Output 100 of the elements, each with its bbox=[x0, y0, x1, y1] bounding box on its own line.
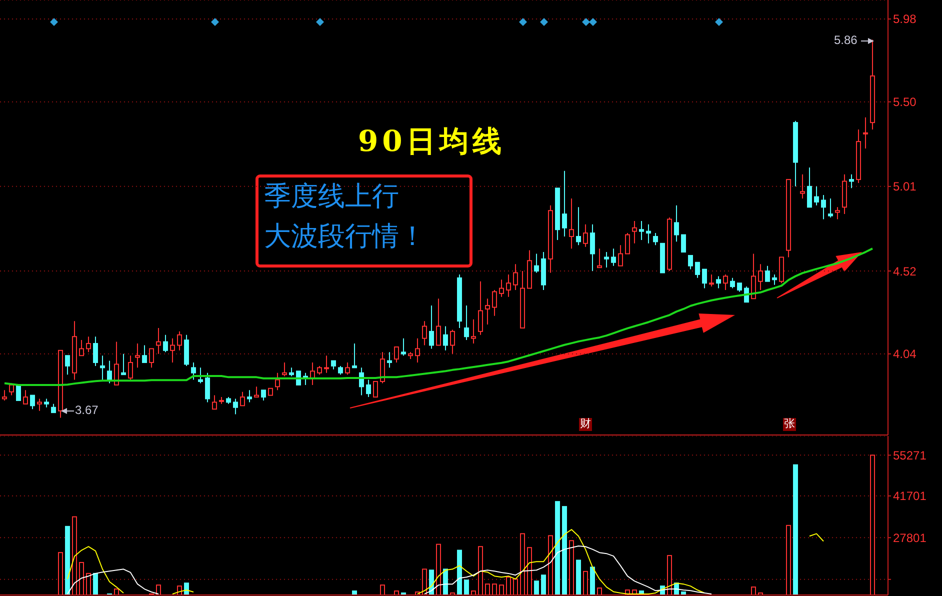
candlestick bbox=[310, 362, 315, 386]
candlestick bbox=[814, 186, 819, 206]
candlestick bbox=[492, 290, 497, 316]
candlestick bbox=[807, 166, 812, 208]
candlestick bbox=[478, 280, 483, 336]
candlestick bbox=[135, 343, 140, 368]
candlestick bbox=[191, 362, 196, 380]
candlestick bbox=[149, 348, 154, 368]
candlestick bbox=[121, 353, 126, 376]
candlestick bbox=[247, 390, 252, 403]
candlestick bbox=[86, 336, 91, 353]
candlestick bbox=[23, 390, 28, 404]
candlestick bbox=[373, 380, 378, 398]
candlestick bbox=[387, 352, 392, 368]
candlestick bbox=[198, 367, 203, 384]
candlestick bbox=[723, 274, 728, 290]
candlestick bbox=[422, 320, 427, 346]
y-tick-label: 27801 bbox=[893, 530, 927, 545]
candlestick bbox=[709, 274, 714, 288]
candlestick bbox=[345, 362, 350, 376]
candlestick bbox=[751, 253, 756, 300]
y-tick-label: 41701 bbox=[893, 489, 927, 504]
candlestick bbox=[233, 398, 238, 415]
candlestick bbox=[142, 344, 147, 363]
candlestick bbox=[716, 276, 721, 289]
candlestick bbox=[282, 362, 287, 377]
candlestick bbox=[506, 274, 511, 298]
candlestick bbox=[471, 318, 476, 344]
candlestick bbox=[30, 394, 35, 410]
annotation: 大波段行情！ bbox=[264, 220, 426, 252]
candlestick bbox=[212, 394, 217, 410]
candlestick bbox=[100, 355, 105, 380]
candlestick bbox=[681, 234, 686, 253]
annotation: 张 bbox=[783, 418, 796, 432]
candlestick bbox=[828, 198, 833, 218]
candlestick bbox=[758, 264, 763, 290]
candlestick bbox=[688, 254, 693, 270]
candlestick bbox=[702, 268, 707, 289]
candlestick bbox=[597, 248, 602, 268]
candlestick bbox=[653, 232, 658, 246]
candlestick bbox=[380, 352, 385, 384]
candlestick bbox=[450, 329, 455, 354]
candlestick bbox=[464, 305, 469, 341]
candlestick bbox=[429, 305, 434, 350]
candlestick bbox=[485, 298, 490, 326]
candlestick bbox=[765, 265, 770, 282]
candlestick bbox=[93, 336, 98, 366]
candlestick bbox=[261, 390, 266, 401]
candlestick bbox=[849, 174, 854, 189]
candlestick bbox=[611, 248, 616, 266]
annotation: 5.86 bbox=[834, 33, 858, 48]
candlestick bbox=[562, 170, 567, 237]
candlestick bbox=[513, 264, 518, 290]
candlestick bbox=[324, 355, 329, 374]
y-tick-label: 55271 bbox=[893, 448, 927, 462]
candlestick bbox=[275, 372, 280, 391]
candlestick bbox=[401, 338, 406, 356]
candlestick bbox=[65, 355, 70, 376]
candlestick bbox=[604, 252, 609, 268]
y-tick-label: 5.50 bbox=[893, 95, 917, 110]
candlestick bbox=[646, 224, 651, 244]
candlestick bbox=[569, 198, 574, 250]
y-tick-label: 5.98 bbox=[893, 12, 917, 26]
candlestick bbox=[695, 262, 700, 278]
candlestick bbox=[674, 204, 679, 242]
annotation: 财 bbox=[579, 418, 592, 432]
annotation: 90日均线 bbox=[358, 124, 506, 159]
candlestick bbox=[800, 174, 805, 200]
candlestick bbox=[576, 206, 581, 246]
candlestick bbox=[863, 116, 868, 149]
candlestick bbox=[163, 334, 168, 353]
y-tick-label: 5.01 bbox=[893, 180, 917, 194]
candlestick bbox=[366, 379, 371, 398]
candlestick bbox=[107, 360, 112, 384]
candlestick bbox=[254, 386, 259, 398]
annotation: 季度线上行 bbox=[264, 180, 399, 212]
y-tick-label: 4.04 bbox=[893, 347, 917, 362]
candlestick bbox=[821, 194, 826, 220]
candlestick bbox=[443, 326, 448, 351]
candlestick bbox=[37, 398, 42, 412]
candlestick bbox=[772, 274, 777, 286]
candlestick bbox=[177, 330, 182, 351]
candlestick bbox=[394, 346, 399, 363]
candlestick bbox=[352, 343, 357, 368]
candlestick bbox=[499, 279, 504, 298]
candlestick bbox=[835, 206, 840, 220]
candlestick bbox=[639, 220, 644, 240]
y-tick-label: 4.52 bbox=[893, 264, 917, 278]
candlestick bbox=[618, 244, 623, 266]
candlestick bbox=[534, 253, 539, 274]
candlestick bbox=[625, 232, 630, 254]
candlestick bbox=[128, 355, 133, 380]
candlestick bbox=[205, 372, 210, 403]
candlestick bbox=[170, 338, 175, 363]
annotation: 3.67 bbox=[75, 403, 98, 418]
candlestick bbox=[240, 391, 245, 406]
candlestick bbox=[114, 341, 119, 386]
candlestick bbox=[156, 327, 161, 354]
candlestick bbox=[632, 220, 637, 244]
candlestick bbox=[730, 277, 735, 289]
